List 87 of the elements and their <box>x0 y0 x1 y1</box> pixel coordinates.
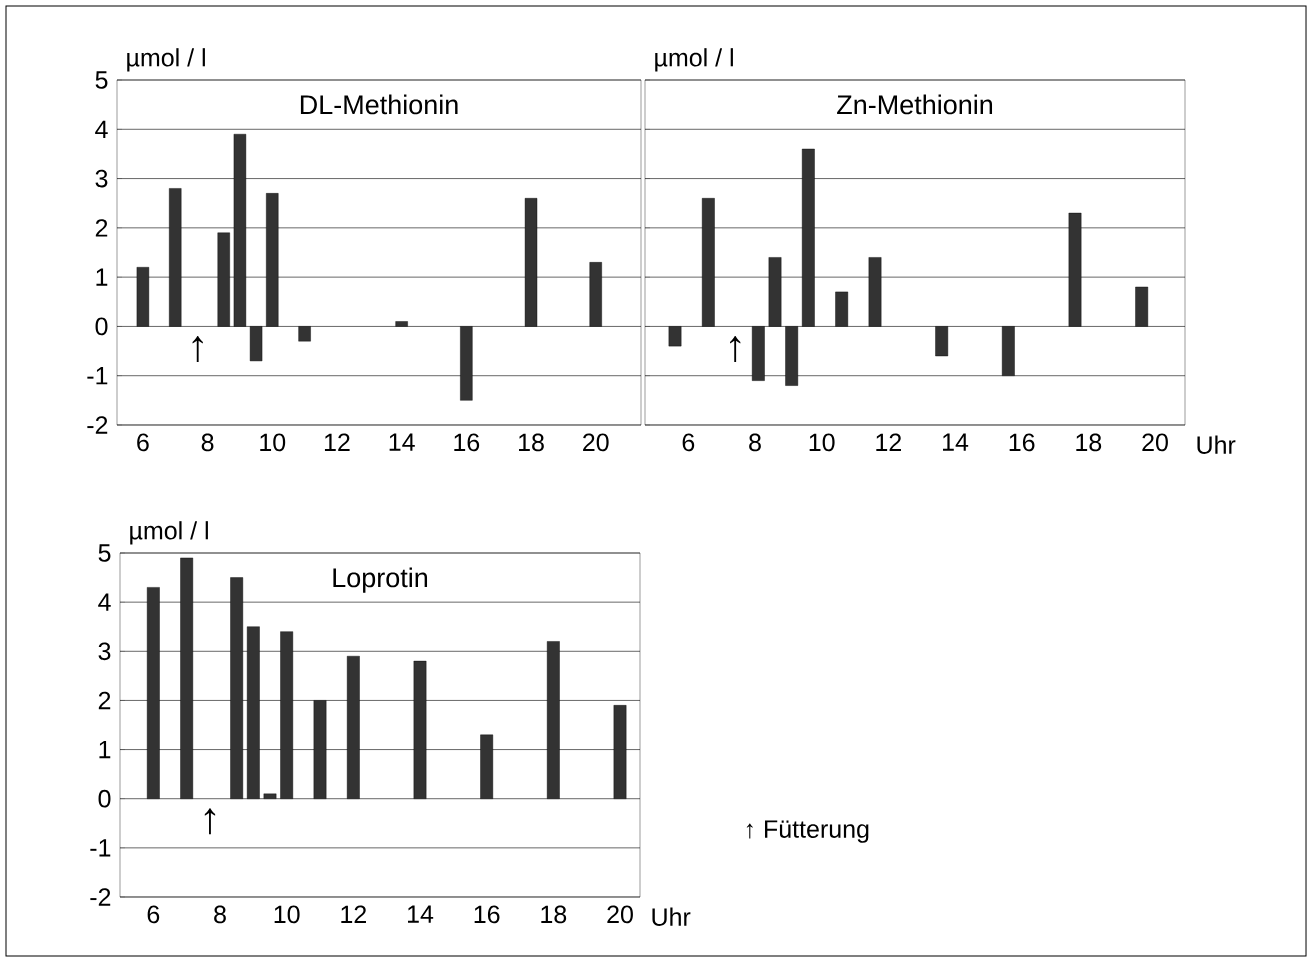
x-tick-label: 14 <box>389 433 415 451</box>
x-tick-label: 18 <box>541 905 567 924</box>
bar <box>217 232 230 327</box>
text: Loprotin <box>333 567 428 593</box>
annotation: ↑ <box>204 808 216 835</box>
y-axis-title: µmol / l <box>127 48 205 72</box>
bar <box>1135 286 1149 327</box>
x-tick-label: 6 <box>137 433 149 452</box>
bar <box>169 188 182 327</box>
bar <box>230 577 244 799</box>
x-tick-label: 20 <box>607 905 633 924</box>
bar <box>460 326 473 401</box>
x-tick-label: 8 <box>201 433 214 452</box>
bar <box>233 134 247 327</box>
bar <box>785 326 799 386</box>
y-tick-label: 2 <box>98 691 111 710</box>
y-tick-label: 4 <box>98 593 111 611</box>
bar <box>280 631 294 799</box>
bar <box>146 587 160 799</box>
bar <box>868 257 882 327</box>
y-tick-label: 3 <box>98 642 111 661</box>
bar <box>589 262 602 327</box>
y-axis-title: µmol / l <box>130 521 208 545</box>
bar <box>395 321 408 327</box>
bar <box>346 656 360 799</box>
y-tick-label: 3 <box>95 169 108 188</box>
chart-title: Zn-Methionin <box>837 94 993 115</box>
x-tick-label: 16 <box>474 905 500 924</box>
y-tick-label: 0 <box>98 789 111 808</box>
x-tick-label: 18 <box>1076 433 1102 452</box>
chart-title: DL-Methionin <box>300 94 458 115</box>
annotation: ↑ <box>730 336 741 363</box>
x-tick-label: 6 <box>682 433 695 452</box>
y-tick-label: 2 <box>95 219 108 237</box>
x-tick-label: 8 <box>214 905 226 924</box>
annotation: ↑ <box>192 336 203 363</box>
y-tick-label: 4 <box>95 120 108 138</box>
x-tick-label: 12 <box>876 433 901 451</box>
x-tick-label: 20 <box>1142 433 1168 452</box>
y-tick-label: -1 <box>90 839 111 857</box>
bar <box>835 291 849 327</box>
bar <box>249 326 263 362</box>
x-tick-label: 16 <box>454 433 480 452</box>
x-tick-label: 12 <box>341 905 366 923</box>
bar <box>413 660 427 799</box>
y-axis-title: µmol / l <box>655 48 733 72</box>
bar <box>313 700 327 799</box>
x-tick-label: 18 <box>519 433 544 452</box>
bar <box>266 193 279 327</box>
x-tick-label: 12 <box>324 433 350 451</box>
bar <box>480 734 494 799</box>
bar <box>935 326 949 357</box>
bar <box>701 198 715 327</box>
bar <box>246 626 260 799</box>
bar <box>180 557 194 799</box>
y-tick-label: 5 <box>98 544 111 562</box>
bar <box>613 705 627 799</box>
bar <box>1068 212 1082 327</box>
bar <box>668 326 682 347</box>
bar <box>298 326 311 342</box>
y-tick-label: 1 <box>99 740 111 759</box>
y-tick-label: 1 <box>96 268 108 286</box>
x-axis-title: Uhr <box>652 907 691 926</box>
x-tick-label: 6 <box>147 905 160 924</box>
x-tick-label: 10 <box>274 905 300 924</box>
y-tick-label: -1 <box>87 367 108 385</box>
x-tick-label: 20 <box>583 433 609 452</box>
y-tick-label: -2 <box>90 888 111 906</box>
y-tick-label: 5 <box>95 71 108 89</box>
x-axis-title: Uhr <box>1197 435 1236 454</box>
x-tick-label: 8 <box>749 433 761 452</box>
bar <box>1001 326 1015 376</box>
bar <box>768 257 782 327</box>
y-tick-label: 0 <box>95 317 108 336</box>
y-tick-label: -2 <box>87 416 108 434</box>
bar <box>136 267 150 327</box>
x-tick-label: 16 <box>1009 433 1035 452</box>
text: ↑ Fütterung <box>746 820 869 843</box>
bar <box>524 198 538 327</box>
bar <box>263 793 277 799</box>
bar <box>801 148 815 327</box>
bar <box>751 326 765 381</box>
x-tick-label: 10 <box>260 433 286 452</box>
x-tick-label: 14 <box>943 433 969 451</box>
bar <box>546 641 560 799</box>
x-tick-label: 10 <box>809 433 835 452</box>
x-tick-label: 14 <box>408 905 434 923</box>
